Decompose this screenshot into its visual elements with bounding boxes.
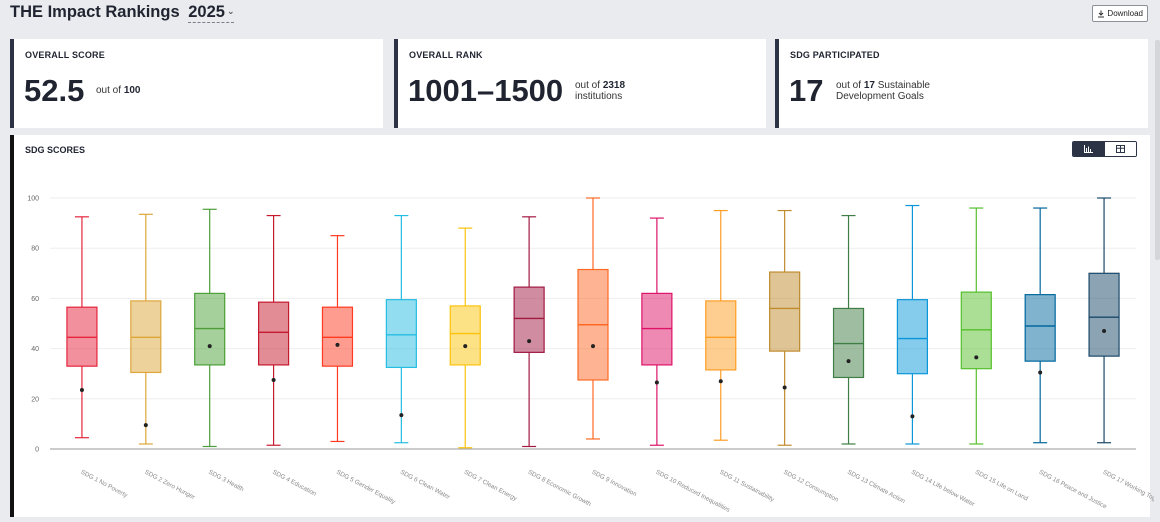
overall-score-label: OVERALL SCORE <box>25 50 105 60</box>
x-category-label: SDG 5 Gender Equality <box>335 469 397 506</box>
y-tick-label: 60 <box>31 296 39 303</box>
institution-score-dot <box>1102 329 1107 334</box>
year-select[interactable]: 2025 ⌄ <box>188 3 235 23</box>
box-iqr <box>769 271 801 352</box>
x-category-label: SDG 13 Climate Action <box>846 469 907 506</box>
x-category-label: SDG 8 Economic Growth <box>527 469 593 508</box>
institution-score-dot <box>718 379 723 384</box>
box-iqr <box>449 305 481 366</box>
year-select-value: 2025 <box>188 3 225 21</box>
y-tick-label: 80 <box>31 246 39 253</box>
overall-rank-desc-unit: institutions <box>575 91 623 102</box>
x-category-label: SDG 2 Zero Hunger <box>143 469 196 501</box>
institution-score-dot <box>399 413 404 418</box>
institution-score-dot <box>846 359 851 364</box>
overall-rank-label: OVERALL RANK <box>409 50 483 60</box>
box-iqr <box>385 299 417 369</box>
chart-view-button[interactable] <box>1073 142 1105 156</box>
sdg-participated-label: SDG PARTICIPATED <box>790 50 880 60</box>
view-toggle <box>1072 141 1137 157</box>
y-tick-label: 100 <box>27 196 39 203</box>
y-tick-label: 40 <box>31 346 39 353</box>
x-category-label: SDG 7 Clean Energy <box>463 469 519 503</box>
sdg-participated-card: SDG PARTICIPATED 17 out of 17 Sustainabl… <box>775 39 1148 128</box>
x-category-label: SDG 14 Life below Water <box>910 469 976 508</box>
x-category-label: SDG 4 Education <box>271 469 318 498</box>
table-view-button[interactable] <box>1104 142 1136 156</box>
overall-score-desc: out of 100 <box>96 85 141 96</box>
sdg-participated-value: 17 <box>789 73 824 108</box>
sdg-boxplot-chart: 0 20 40 60 80 100 SDG 1 No Poverty SDG 2 Zero H… <box>27 196 1154 514</box>
institution-score-dot <box>271 377 276 382</box>
institution-score-dot <box>1038 370 1043 375</box>
x-category-label: SDG 15 Life on Land <box>974 469 1030 503</box>
page-title: THE Impact Rankings 2025 ⌄ <box>10 3 235 23</box>
overall-score-desc-prefix: out of <box>96 85 122 96</box>
page-title-text: THE Impact Rankings <box>10 3 180 21</box>
x-category-label: SDG 6 Clean Water <box>399 469 451 501</box>
overall-rank-card: OVERALL RANK 1001–1500 out of 2318 insti… <box>394 39 766 128</box>
table-icon <box>1115 145 1125 153</box>
box-iqr <box>1088 272 1120 357</box>
sdg-scores-label: SDG SCORES <box>25 145 86 155</box>
download-button[interactable]: Download <box>1092 5 1148 22</box>
x-category-label: SDG 17 Working Together <box>1102 469 1154 510</box>
overall-rank-desc: out of 2318 institutions <box>575 80 625 102</box>
box-iqr <box>257 301 290 366</box>
institution-score-dot <box>335 342 340 347</box>
y-tick-label: 20 <box>31 396 39 403</box>
institution-score-dot <box>463 344 468 349</box>
x-category-label: SDG 11 Sustainability <box>718 469 776 504</box>
page-header: THE Impact Rankings 2025 ⌄ Download <box>0 0 1160 32</box>
institution-score-dot <box>910 414 915 419</box>
y-tick-label: 0 <box>35 447 39 454</box>
x-category-label: SDG 1 No Poverty <box>79 469 129 500</box>
institution-score-dot <box>527 339 532 344</box>
institution-score-dot <box>79 388 84 393</box>
overall-score-card: OVERALL SCORE 52.5 out of 100 <box>10 39 383 128</box>
overall-rank-value: 1001–1500 <box>408 73 564 108</box>
box-iqr <box>1024 294 1056 362</box>
sdg-scores-panel: 0 20 40 60 80 100 SDG 1 No Poverty SDG 2 Zero H… <box>10 135 1154 517</box>
download-button-label: Download <box>1107 9 1143 18</box>
institution-score-dot <box>974 355 979 360</box>
chevron-down-icon: ⌄ <box>226 6 235 16</box>
institution-score-dot <box>143 423 148 428</box>
sdg-participated-desc-suffix: Sustainable <box>877 80 930 91</box>
sdg-participated-desc-line2: Development Goals <box>836 91 924 102</box>
overall-rank-total: 2318 <box>602 80 626 91</box>
x-category-label: SDG 16 Peace and Justice <box>1038 469 1108 511</box>
x-category-label: SDG 9 Innovation <box>591 469 639 499</box>
institution-score-dot <box>782 385 787 390</box>
x-category-label: SDG 3 Health <box>207 469 245 494</box>
overall-score-value: 52.5 <box>24 73 85 108</box>
box-iqr <box>896 299 929 375</box>
page-scrollbar[interactable] <box>1155 40 1160 260</box>
institution-score-dot <box>654 380 659 385</box>
download-icon <box>1098 10 1105 17</box>
box-iqr <box>705 300 737 371</box>
bar-chart-icon <box>1084 145 1094 153</box>
overall-score-max: 100 <box>123 85 141 96</box>
sdg-participated-desc-prefix: out of <box>836 80 862 91</box>
institution-score-dot <box>207 344 212 349</box>
overall-rank-desc-prefix: out of <box>575 80 601 91</box>
sdg-participated-total: 17 <box>863 80 875 91</box>
x-category-label: SDG 12 Consumption <box>782 469 840 504</box>
institution-score-dot <box>591 344 595 349</box>
sdg-participated-desc: out of 17 Sustainable Development Goals <box>836 80 930 102</box>
